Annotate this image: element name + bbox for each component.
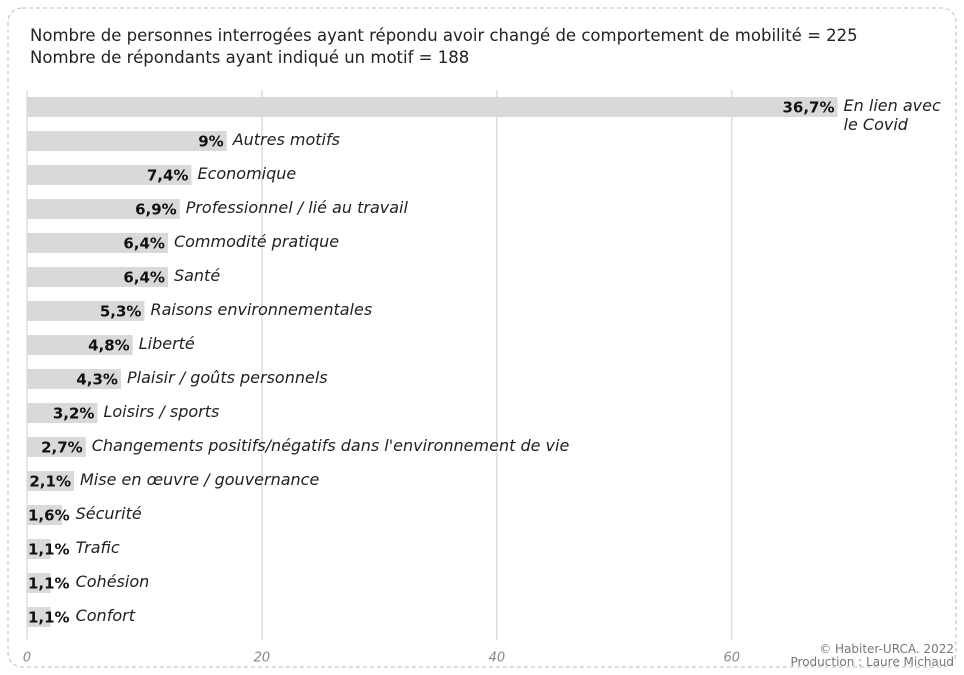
category-label: Autres motifs xyxy=(232,130,340,149)
bar xyxy=(27,607,51,627)
bar xyxy=(27,131,227,151)
x-tick-label: 0 xyxy=(23,651,31,666)
x-tick-label: 60 xyxy=(724,651,741,666)
x-tick-label: 40 xyxy=(489,651,506,666)
category-label: Commodité pratique xyxy=(173,232,340,251)
bar xyxy=(27,437,86,457)
bar xyxy=(27,539,51,559)
category-label: Confort xyxy=(75,606,135,625)
bar xyxy=(27,199,180,219)
value-label: 4,8% xyxy=(88,337,130,355)
bar xyxy=(27,335,133,355)
value-label: 9% xyxy=(198,133,223,151)
bar xyxy=(27,301,145,321)
category-label: En lien avec le Covid xyxy=(843,96,941,134)
value-label: 4,3% xyxy=(76,371,118,389)
x-tick-label: 20 xyxy=(254,651,271,666)
value-label: 6,4% xyxy=(123,235,165,253)
category-label: Sécurité xyxy=(75,504,142,523)
bar xyxy=(27,369,121,389)
value-label: 36,7% xyxy=(782,99,834,117)
frame xyxy=(7,7,957,668)
category-label: Economique xyxy=(197,164,297,183)
value-label: 5,3% xyxy=(100,303,142,321)
chart-subtitle: Nombre de répondants ayant indiqué un mo… xyxy=(30,48,470,67)
credit: Production : Laure Michaud xyxy=(790,655,955,669)
bar xyxy=(27,97,838,117)
value-label: 3,2% xyxy=(53,405,95,423)
value-label: 1,1% xyxy=(28,609,70,627)
bar xyxy=(27,471,74,491)
bar xyxy=(27,505,63,525)
chart-title: Nombre de personnes interrogées ayant ré… xyxy=(30,26,858,45)
category-label: Raisons environnementales xyxy=(150,300,373,319)
bar xyxy=(27,165,192,185)
category-label: Professionnel / lié au travail xyxy=(185,198,408,217)
bar xyxy=(27,233,168,253)
category-label: Santé xyxy=(173,266,221,285)
bar xyxy=(27,573,51,593)
category-label: Loisirs / sports xyxy=(103,402,220,421)
value-label: 2,1% xyxy=(29,473,71,491)
value-label: 2,7% xyxy=(41,439,83,457)
value-label: 1,1% xyxy=(28,575,70,593)
value-label: 1,1% xyxy=(28,541,70,559)
value-label: 1,6% xyxy=(28,507,70,525)
category-label: Changements positifs/négatifs dans l'env… xyxy=(91,436,570,455)
value-label: 7,4% xyxy=(147,167,189,185)
category-label: Mise en œuvre / gouvernance xyxy=(79,470,320,489)
category-label: Cohésion xyxy=(75,572,150,591)
category-label: Trafic xyxy=(75,538,120,557)
value-label: 6,9% xyxy=(135,201,177,219)
bar xyxy=(27,403,98,423)
category-label: Liberté xyxy=(138,334,195,353)
category-label: Plaisir / goûts personnels xyxy=(126,368,328,387)
value-label: 6,4% xyxy=(123,269,165,287)
bar xyxy=(27,267,168,287)
credit: © Habiter-URCA. 2022 xyxy=(819,642,954,656)
